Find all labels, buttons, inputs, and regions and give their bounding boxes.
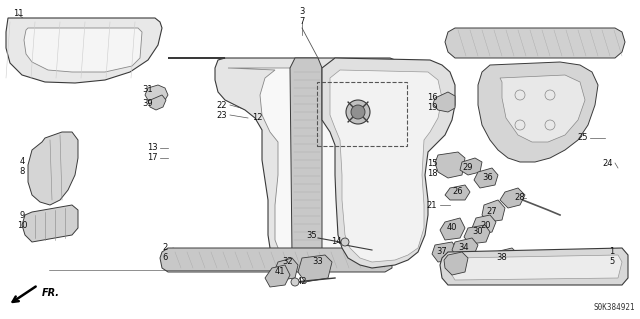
Text: 25: 25 [578,133,588,143]
Polygon shape [168,58,412,268]
Text: S0K384921: S0K384921 [593,303,635,312]
Circle shape [291,278,299,286]
Text: 33: 33 [312,257,323,266]
Polygon shape [500,75,585,142]
Text: 13: 13 [147,144,157,152]
Polygon shape [445,28,625,58]
Polygon shape [500,188,525,208]
Text: 15: 15 [427,159,437,167]
Polygon shape [322,58,455,268]
Text: 3: 3 [300,8,305,17]
Text: 1: 1 [609,248,614,256]
Polygon shape [460,158,482,175]
Text: 38: 38 [497,254,508,263]
Polygon shape [472,215,496,235]
Text: 34: 34 [459,243,469,253]
Text: 26: 26 [452,188,463,197]
Polygon shape [148,95,166,110]
Polygon shape [440,218,465,240]
Text: 41: 41 [275,268,285,277]
Text: 19: 19 [427,103,437,113]
Text: 10: 10 [17,220,28,229]
Text: 18: 18 [427,168,437,177]
Text: 8: 8 [19,167,25,176]
Text: 6: 6 [163,254,168,263]
Polygon shape [440,248,628,285]
Polygon shape [482,200,505,222]
Polygon shape [330,70,442,262]
Text: 39: 39 [143,99,154,108]
Polygon shape [474,168,498,188]
Text: 17: 17 [147,153,157,162]
Text: 30: 30 [473,227,483,236]
Text: 37: 37 [436,248,447,256]
Polygon shape [444,252,468,275]
Text: 2: 2 [163,243,168,253]
Polygon shape [290,58,322,260]
Circle shape [351,105,365,119]
Text: 14: 14 [331,238,341,247]
Text: FR.: FR. [42,288,60,298]
Text: 42: 42 [297,278,307,286]
Text: 31: 31 [143,85,154,94]
Polygon shape [450,255,622,280]
Polygon shape [28,132,78,205]
Text: 29: 29 [463,164,473,173]
Polygon shape [298,255,332,282]
Text: 7: 7 [300,18,305,26]
Text: 20: 20 [481,220,492,229]
Text: 40: 40 [447,224,457,233]
Polygon shape [452,238,478,258]
Polygon shape [478,62,598,162]
Polygon shape [6,18,162,83]
Polygon shape [432,242,458,262]
Polygon shape [435,152,465,178]
Circle shape [346,100,370,124]
Polygon shape [433,92,455,112]
Polygon shape [490,248,520,268]
Polygon shape [265,265,290,287]
Circle shape [341,238,349,246]
Polygon shape [24,28,142,72]
Text: 16: 16 [427,93,437,102]
Text: 32: 32 [283,257,293,266]
Polygon shape [145,85,168,103]
Polygon shape [160,248,392,272]
Polygon shape [464,225,490,244]
Polygon shape [445,185,470,200]
Text: 21: 21 [427,201,437,210]
Text: 22: 22 [217,100,227,109]
Text: 36: 36 [483,174,493,182]
Text: 28: 28 [515,194,525,203]
Polygon shape [274,258,298,280]
Text: 35: 35 [307,231,317,240]
Text: 9: 9 [19,211,24,219]
Text: 12: 12 [252,114,262,122]
Text: 5: 5 [609,257,614,266]
Text: 11: 11 [13,10,23,19]
Text: 23: 23 [217,110,227,120]
Text: 27: 27 [486,207,497,217]
Text: 24: 24 [603,159,613,167]
Polygon shape [22,205,78,242]
Text: 4: 4 [19,158,24,167]
Polygon shape [228,68,395,262]
